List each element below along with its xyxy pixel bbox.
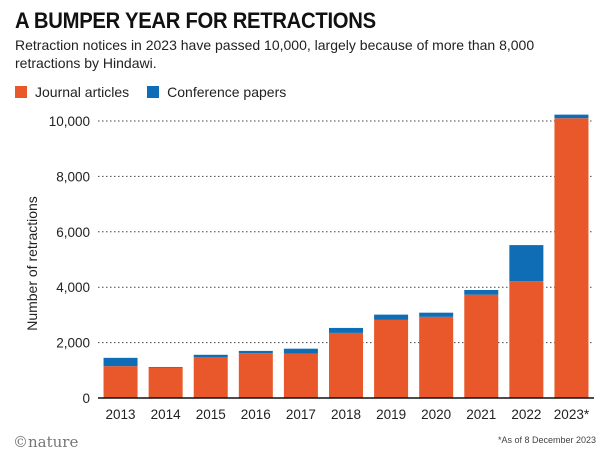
bar-conference	[238, 350, 273, 354]
legend-item-conference: Conference papers	[147, 84, 286, 100]
y-tick-label: 2,000	[56, 336, 90, 351]
x-tick-label: 2015	[196, 407, 226, 422]
x-tick-label: 2013	[106, 407, 136, 422]
bar-conference	[419, 312, 454, 317]
bar-conference	[464, 289, 499, 295]
bar-journal	[374, 319, 409, 398]
legend-swatch-journal	[15, 86, 27, 98]
x-tick-label: 2019	[376, 407, 406, 422]
bar-journal	[193, 357, 228, 398]
footnote: *As of 8 December 2023	[497, 435, 596, 445]
bar-journal	[464, 294, 499, 398]
bar-conference	[283, 348, 318, 354]
bar-journal	[283, 353, 318, 398]
bar-journal	[238, 353, 273, 398]
bar-conference	[554, 114, 589, 119]
legend: Journal articles Conference papers	[15, 84, 304, 100]
x-tick-label: 2016	[241, 407, 271, 422]
x-tick-label: 2022	[511, 407, 541, 422]
y-tick-label: 0	[82, 391, 90, 406]
legend-label-journal: Journal articles	[35, 84, 130, 100]
bar-journal	[419, 316, 454, 398]
x-tick-label: 2018	[331, 407, 361, 422]
bar-conference	[193, 354, 228, 358]
bar-journal	[103, 366, 138, 398]
bar-journal	[554, 118, 589, 398]
y-tick-label: 6,000	[56, 225, 90, 240]
x-tick-label: 2021	[466, 407, 496, 422]
chart-subtitle: Retraction notices in 2023 have passed 1…	[15, 37, 535, 71]
bar-conference	[103, 357, 138, 367]
y-tick-label: 10,000	[49, 114, 90, 129]
legend-label-conference: Conference papers	[167, 84, 287, 100]
bar-journal	[148, 367, 183, 398]
legend-swatch-conference	[147, 86, 160, 98]
x-tick-label: 2017	[286, 407, 316, 422]
chart-title: A BUMPER YEAR FOR RETRACTIONS	[15, 8, 376, 33]
x-tick-label: 2020	[421, 407, 451, 422]
y-axis-label: Number of retractions	[24, 196, 40, 331]
bar-journal	[509, 281, 544, 398]
x-tick-label: 2014	[151, 407, 182, 422]
bar-journal	[329, 332, 363, 398]
bar-conference	[509, 245, 544, 282]
y-tick-label: 8,000	[56, 169, 90, 184]
bar-conference	[329, 327, 363, 333]
bar-conference	[148, 366, 183, 368]
nature-logo: ©nature	[13, 433, 79, 451]
x-tick-label: 2023*	[554, 407, 590, 422]
bar-conference	[374, 314, 409, 320]
legend-item-journal: Journal articles	[15, 84, 129, 100]
y-tick-label: 4,000	[56, 280, 90, 295]
